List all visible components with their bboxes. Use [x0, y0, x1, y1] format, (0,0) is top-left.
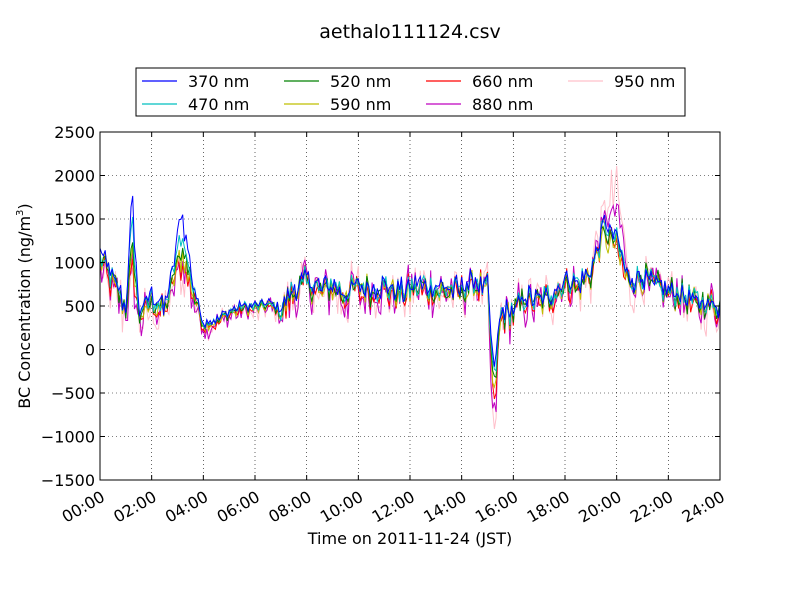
y-tick-label: 1000	[54, 254, 95, 273]
legend-label: 950 nm	[614, 72, 675, 91]
legend-box	[135, 67, 686, 117]
y-axis-label-sup: 3	[15, 210, 26, 216]
y-tick-label: 2500	[54, 123, 95, 142]
y-tick-label: 1500	[54, 210, 95, 229]
series-line-370-nm	[100, 195, 720, 367]
legend-label: 370 nm	[188, 72, 249, 91]
chart-title: aethalo111124.csv	[319, 21, 501, 43]
series-line-470-nm	[100, 216, 720, 372]
y-tick-label: 500	[64, 297, 95, 316]
y-tick-label: −1000	[41, 428, 95, 447]
legend-entries: 370 nm 470 nm 520 nm 590 nm 660 nm 880 nm 950 …	[142, 72, 675, 114]
y-axis-label-main: BC Concentration (ng/m	[15, 216, 34, 409]
x-axis-label: Time on 2011-11-24 (JST)	[307, 529, 512, 548]
legend-label: 470 nm	[188, 95, 249, 114]
y-tick-label: 0	[85, 341, 95, 360]
legend-label: 880 nm	[472, 95, 533, 114]
legend-label: 590 nm	[330, 95, 391, 114]
y-tick-label: 2000	[54, 167, 95, 186]
legend-label: 660 nm	[472, 72, 533, 91]
y-tick-label: −500	[51, 384, 95, 403]
legend-label: 520 nm	[330, 72, 391, 91]
series-layer	[100, 165, 720, 429]
y-axis-label-end: )	[15, 203, 34, 209]
grid	[100, 132, 720, 480]
y-axis-label: BC Concentration (ng/m3)	[15, 203, 34, 408]
y-tick-label: −1500	[41, 471, 95, 490]
legend: 370 nm 470 nm 520 nm 590 nm 660 nm 880 nm 950 …	[135, 67, 686, 117]
